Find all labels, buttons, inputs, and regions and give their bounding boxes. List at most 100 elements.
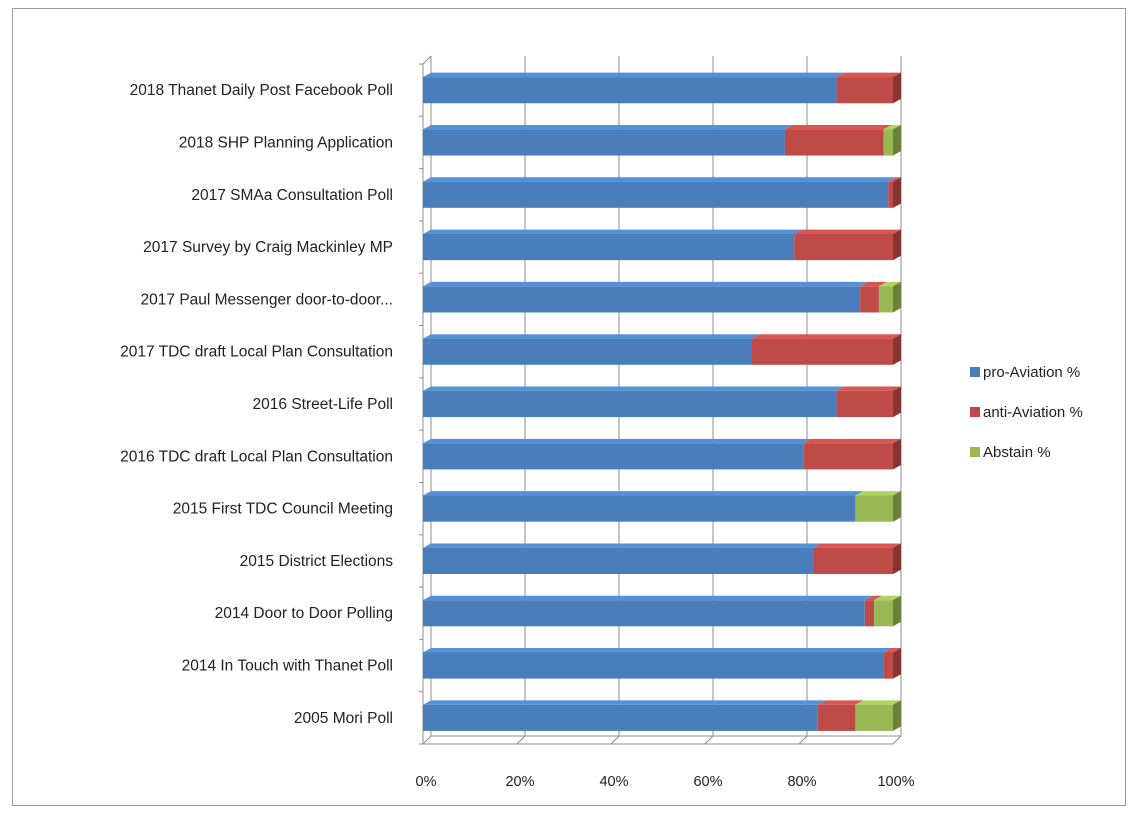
bar-top [784, 124, 892, 130]
bar-segment [836, 77, 893, 104]
bar-segment [423, 652, 884, 679]
bar-segment [874, 600, 893, 627]
bar-top [803, 438, 901, 444]
bar-top [423, 334, 760, 339]
bar-end-cap [893, 72, 901, 104]
legend-label: Abstain % [983, 444, 1051, 461]
bar-top [874, 595, 901, 601]
bar-top [813, 543, 901, 548]
bar-top [423, 124, 793, 130]
bar-segment [423, 495, 856, 522]
legend-label: anti-Aviation % [983, 404, 1083, 421]
bar-end-cap [893, 438, 901, 470]
bar-top [836, 386, 901, 391]
category-label: 2018 SHP Planning Application [179, 134, 393, 151]
bar-segment [878, 286, 893, 313]
bar-top [423, 438, 812, 444]
bar-segment [423, 338, 752, 365]
bar-top [860, 281, 887, 287]
bar-segment [860, 286, 879, 313]
bar-segment [883, 129, 893, 156]
category-label: 2017 Paul Messenger door-to-door... [141, 291, 393, 308]
x-tick-label: 0% [416, 774, 437, 790]
legend-swatch [970, 447, 980, 457]
bar-end-cap [893, 386, 901, 418]
x-tick-label: 60% [693, 774, 722, 790]
x-tick-label: 80% [787, 774, 816, 790]
bar-segment [752, 338, 893, 365]
bar-segment [813, 547, 893, 574]
bar-top [883, 124, 901, 130]
category-label: 2017 Survey by Craig Mackinley MP [143, 239, 393, 256]
bar-segment [836, 390, 893, 418]
bar-top [855, 700, 901, 705]
bar-segment [888, 181, 893, 208]
bars [423, 72, 901, 731]
bar-top [817, 700, 864, 705]
bar-end-cap [893, 281, 901, 313]
bar-segment [817, 704, 856, 731]
category-label: 2017 TDC draft Local Plan Consultation [120, 344, 393, 361]
y-axis-top-edge [422, 55, 432, 65]
category-label: 2005 Mori Poll [294, 710, 393, 727]
bar-end-cap [893, 124, 901, 156]
bar-top [423, 543, 822, 548]
bar-segment [423, 234, 795, 261]
bar-top [888, 177, 901, 182]
bar-end-cap [893, 700, 901, 731]
bar-segment [423, 77, 837, 104]
bar-segment [784, 129, 884, 156]
category-label: 2016 TDC draft Local Plan Consultation [120, 448, 393, 465]
gridline-floor [422, 735, 432, 745]
bar-segment [423, 443, 804, 470]
legend-swatch [970, 367, 980, 377]
legend-swatch [970, 407, 980, 417]
legend: pro-Aviation % anti-Aviation % Abstain % [970, 364, 1083, 461]
bar-segment [423, 286, 861, 313]
bar-segment [423, 600, 865, 627]
bar-top [423, 386, 845, 391]
bar-end-cap [893, 334, 901, 365]
category-label: 2018 Thanet Daily Post Facebook Poll [130, 82, 393, 99]
category-label: 2014 In Touch with Thanet Poll [182, 658, 393, 675]
bar-segment [803, 443, 893, 470]
bar-segment [883, 652, 893, 679]
x-tick-label: 20% [505, 774, 534, 790]
bar-top [794, 229, 901, 234]
gridline-floor [798, 735, 808, 745]
bar-top [855, 491, 901, 496]
x-tick-labels: 0% 20% 40% 60% 80% 100% [416, 774, 915, 790]
bar-top [423, 700, 826, 705]
bar-segment [855, 495, 893, 522]
bar-segment [423, 390, 837, 418]
bar-top [864, 595, 883, 601]
x-tick-label: 100% [877, 774, 914, 790]
bar-segment [864, 600, 875, 627]
category-labels: 2018 Thanet Daily Post Facebook Poll 2018… [120, 82, 393, 727]
bar-end-cap [893, 595, 901, 627]
gridline-floor [516, 735, 526, 745]
gridline-floor [704, 735, 714, 745]
bar-end-cap [893, 648, 901, 679]
stacked-bar-chart: 2018 Thanet Daily Post Facebook Poll 2018… [120, 55, 1083, 790]
category-label: 2015 District Elections [240, 553, 394, 570]
bar-top [423, 648, 892, 653]
bar-end-cap [893, 229, 901, 261]
bar-segment [423, 547, 814, 574]
category-label: 2016 Street-Life Poll [253, 396, 393, 413]
bar-end-cap [893, 177, 901, 208]
bar-segment [855, 704, 893, 731]
gridline-floor [892, 735, 902, 745]
bar-top [883, 648, 901, 653]
bar-top [423, 72, 845, 78]
bar-top [423, 229, 803, 234]
category-label: 2015 First TDC Council Meeting [173, 501, 393, 518]
bar-segment [423, 704, 818, 731]
bar-top [423, 177, 897, 182]
bar-segment [423, 129, 785, 156]
chart-frame: 2018 Thanet Daily Post Facebook Poll 2018… [12, 8, 1126, 806]
x-tick-label: 40% [599, 774, 628, 790]
bar-top [423, 491, 864, 496]
legend-label: pro-Aviation % [983, 364, 1080, 381]
bar-end-cap [893, 543, 901, 574]
